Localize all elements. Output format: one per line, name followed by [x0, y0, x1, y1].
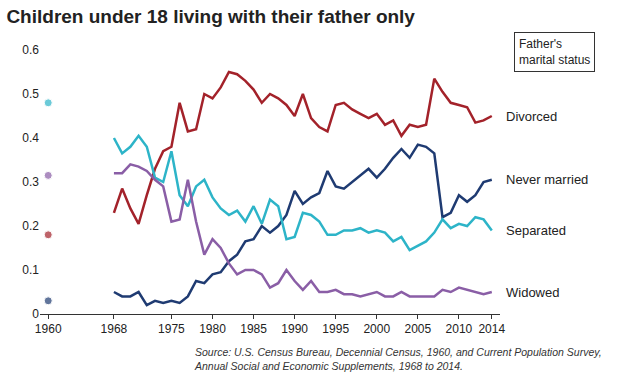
svg-text:Widowed: Widowed	[506, 285, 559, 300]
svg-text:0: 0	[32, 307, 39, 321]
svg-text:Divorced: Divorced	[506, 109, 557, 124]
svg-text:1975: 1975	[158, 322, 185, 336]
svg-text:0.2: 0.2	[22, 219, 39, 233]
svg-text:2010: 2010	[446, 322, 473, 336]
svg-text:0.6: 0.6	[22, 43, 39, 57]
svg-text:0.3: 0.3	[22, 175, 39, 189]
svg-text:0.1: 0.1	[22, 263, 39, 277]
svg-text:1995: 1995	[322, 322, 349, 336]
svg-text:1990: 1990	[281, 322, 308, 336]
svg-text:Source: U.S. Census Bureau, De: Source: U.S. Census Bureau, Decennial Ce…	[194, 346, 602, 372]
svg-text:Father'smarital status: Father'smarital status	[519, 37, 590, 67]
svg-text:1960: 1960	[35, 322, 62, 336]
svg-text:2000: 2000	[363, 322, 390, 336]
svg-text:0.4: 0.4	[22, 131, 39, 145]
svg-text:1968: 1968	[101, 322, 128, 336]
svg-text:2005: 2005	[405, 322, 432, 336]
svg-text:Never married: Never married	[506, 172, 588, 187]
svg-text:2014: 2014	[478, 322, 505, 336]
svg-text:1985: 1985	[240, 322, 267, 336]
svg-text:Separated: Separated	[506, 223, 566, 238]
svg-text:Children under 18 living with: Children under 18 living with their fath…	[6, 6, 415, 27]
svg-text:0.5: 0.5	[22, 87, 39, 101]
svg-text:1980: 1980	[199, 322, 226, 336]
